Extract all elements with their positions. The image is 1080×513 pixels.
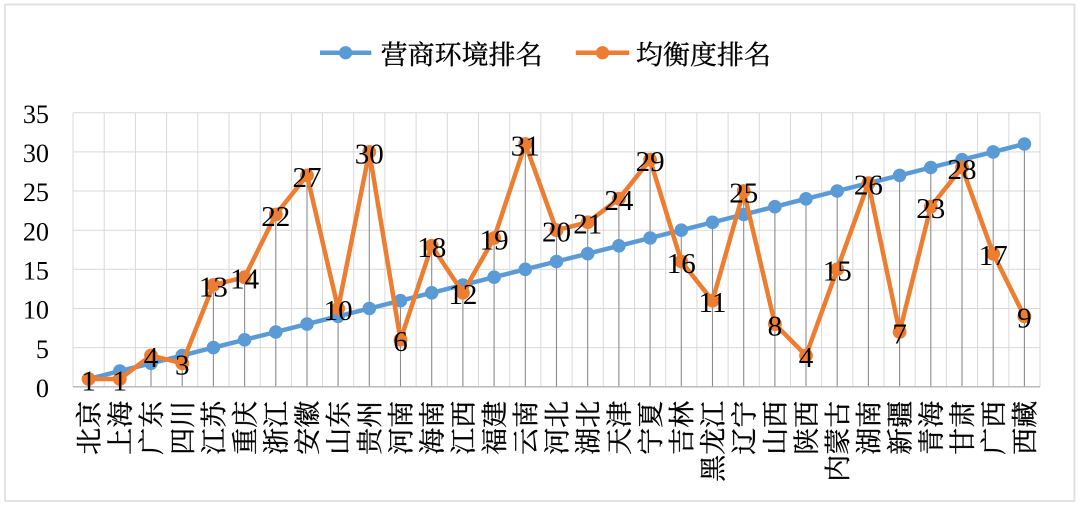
svg-text:31: 31 <box>511 130 540 162</box>
svg-text:1: 1 <box>113 365 128 397</box>
svg-text:30: 30 <box>355 138 384 170</box>
svg-text:9: 9 <box>1017 303 1032 335</box>
svg-text:7: 7 <box>892 318 907 350</box>
svg-text:25: 25 <box>729 177 758 209</box>
svg-text:22: 22 <box>261 201 290 233</box>
svg-text:25: 25 <box>23 178 49 207</box>
svg-text:6: 6 <box>393 326 408 358</box>
svg-text:26: 26 <box>854 170 883 202</box>
svg-text:15: 15 <box>823 256 852 288</box>
svg-text:19: 19 <box>480 224 509 256</box>
svg-text:24: 24 <box>604 185 634 217</box>
svg-text:0: 0 <box>36 374 49 403</box>
svg-text:14: 14 <box>230 264 260 296</box>
svg-text:4: 4 <box>799 342 814 374</box>
svg-text:21: 21 <box>573 209 602 241</box>
svg-text:23: 23 <box>916 193 945 225</box>
svg-text:10: 10 <box>23 296 49 325</box>
svg-text:20: 20 <box>23 217 49 246</box>
svg-text:8: 8 <box>768 311 783 343</box>
svg-text:13: 13 <box>199 271 228 303</box>
svg-text:15: 15 <box>23 257 49 286</box>
svg-text:18: 18 <box>417 232 446 264</box>
svg-text:3: 3 <box>175 350 190 382</box>
svg-text:35: 35 <box>23 100 49 129</box>
svg-text:17: 17 <box>979 240 1008 272</box>
svg-text:5: 5 <box>36 335 49 364</box>
svg-text:30: 30 <box>23 139 49 168</box>
svg-text:20: 20 <box>542 217 571 249</box>
svg-text:4: 4 <box>144 342 159 374</box>
svg-text:28: 28 <box>948 154 977 186</box>
svg-text:12: 12 <box>448 279 477 311</box>
svg-text:1: 1 <box>81 365 96 397</box>
svg-text:10: 10 <box>324 295 353 327</box>
svg-text:11: 11 <box>699 287 727 319</box>
svg-text:16: 16 <box>667 248 696 280</box>
svg-text:29: 29 <box>636 146 665 178</box>
svg-text:27: 27 <box>293 162 322 194</box>
